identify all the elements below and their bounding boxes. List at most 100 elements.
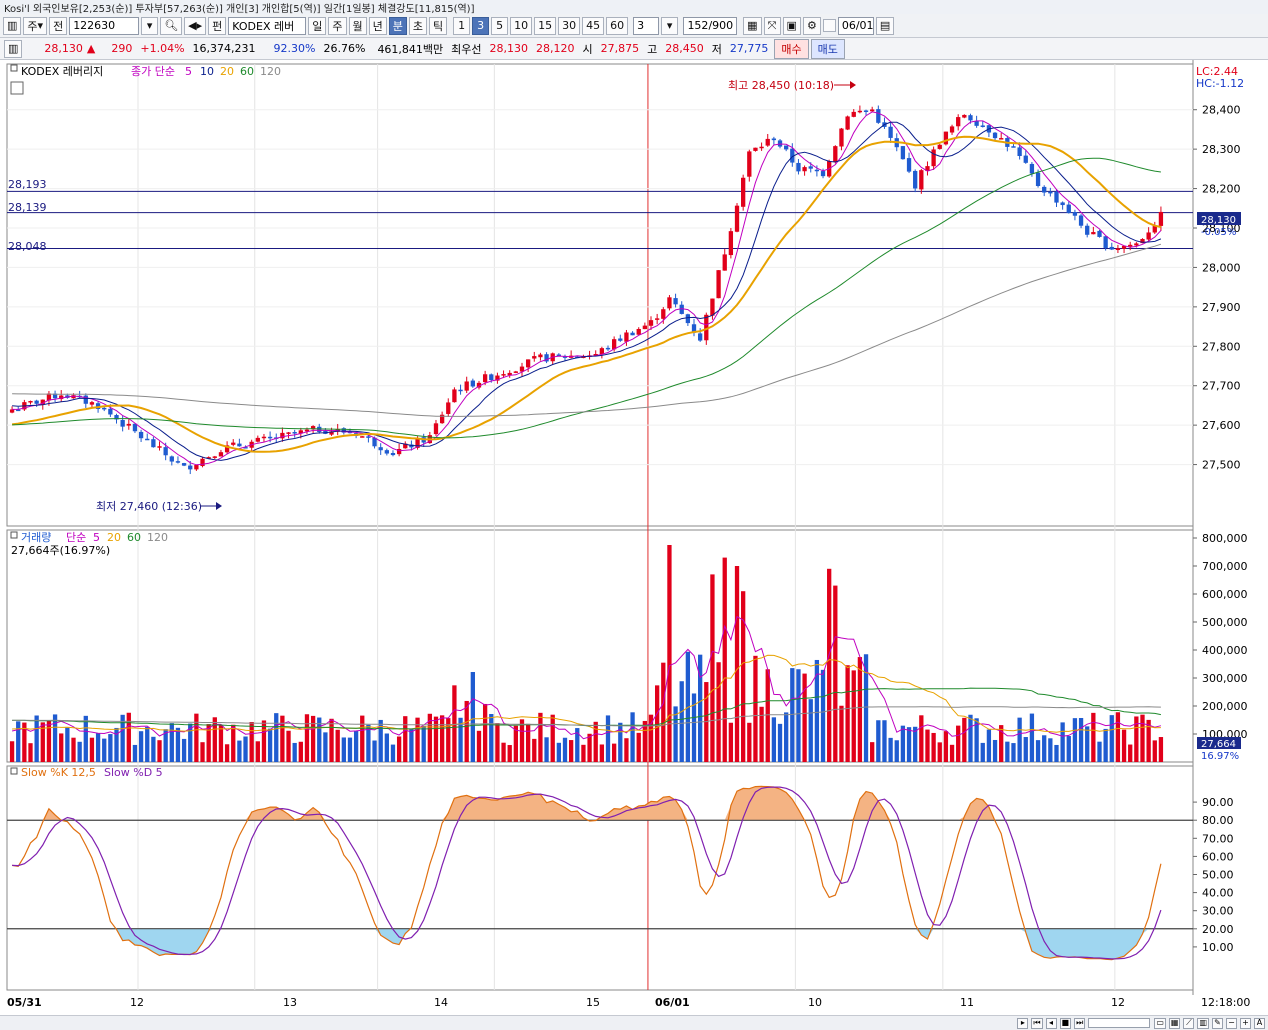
candle: [138, 431, 144, 439]
candle: [304, 429, 310, 432]
interval-button-1[interactable]: 1: [453, 16, 471, 35]
interval-dropdown-icon[interactable]: ▾: [661, 16, 679, 35]
volume-bar: [882, 720, 887, 762]
table-toggle-icon[interactable]: [10, 81, 24, 95]
candle: [863, 110, 869, 112]
volume-bar: [77, 741, 82, 762]
volume-bar: [550, 714, 555, 762]
buy-button[interactable]: 매수: [774, 38, 809, 59]
candle: [464, 381, 469, 391]
volume-tick-label: 500,000: [1202, 616, 1248, 629]
volume-bar: [175, 727, 181, 762]
chart-area[interactable]: 27,500 27,600 27,700 27,800 27,900 28,000 28,1…: [0, 60, 1268, 1015]
chart-menu-icon[interactable]: ▥: [3, 16, 22, 35]
timeframe-button-1[interactable]: 주: [328, 16, 347, 35]
zoom-in-icon[interactable]: +: [1240, 1017, 1251, 1029]
quote-menu-icon[interactable]: ▥: [4, 39, 23, 58]
line-tool-icon[interactable]: ⟋: [1183, 1017, 1195, 1029]
period-select[interactable]: 주 ▾: [23, 16, 48, 35]
hline-label-2: 28,139: [8, 201, 47, 214]
gear-icon[interactable]: ⚙: [802, 16, 821, 35]
volume-bar: [1005, 741, 1010, 762]
volume-bar: [827, 568, 832, 762]
price-tick-label: 27,700: [1202, 380, 1241, 393]
code-input[interactable]: 122630: [69, 16, 140, 35]
grid-settings-icon[interactable]: ▦: [743, 16, 762, 35]
chart-type-icon[interactable]: ▥: [1197, 1017, 1209, 1029]
candle: [820, 171, 826, 177]
drawing-icon[interactable]: ✎: [1212, 1017, 1223, 1029]
volume-bar: [587, 733, 592, 762]
volume-bar: [710, 574, 715, 762]
volume-bar: [126, 712, 131, 762]
candle: [452, 389, 457, 403]
zoom-select-icon[interactable]: ▦: [1168, 1017, 1181, 1029]
volume-bar: [648, 714, 654, 762]
scroll-right-icon[interactable]: ▸: [1017, 1017, 1029, 1029]
candle: [790, 148, 795, 163]
calendar-icon[interactable]: ▤: [875, 16, 895, 35]
interval-button-5[interactable]: 5: [491, 16, 509, 35]
candle: [83, 395, 88, 404]
scroll-slider[interactable]: [1088, 1018, 1151, 1028]
candle: [292, 432, 297, 434]
volume-bar: [845, 665, 850, 762]
count-input[interactable]: 152/900: [683, 16, 738, 35]
timeframe-button-0[interactable]: 일: [308, 16, 327, 35]
candle: [482, 374, 488, 383]
volume-bar: [151, 736, 156, 762]
stoch-tick-label: 90.00: [1202, 796, 1234, 809]
candle: [698, 333, 703, 341]
search-icon[interactable]: 🔍︎: [160, 16, 183, 35]
scroll-first-icon[interactable]: ⏮: [1031, 1017, 1043, 1029]
scroll-end-icon[interactable]: ⏭: [1074, 1017, 1086, 1029]
interval-button-3[interactable]: 3: [472, 16, 490, 35]
volume-bar: [212, 717, 217, 762]
candle: [396, 449, 402, 455]
save-icon[interactable]: ▣: [782, 16, 801, 35]
candle: [218, 452, 224, 457]
interval-button-60[interactable]: 60: [606, 16, 629, 35]
timeframe-button-6[interactable]: 틱: [429, 16, 448, 35]
interval-button-30[interactable]: 30: [558, 16, 581, 35]
candle: [679, 304, 684, 314]
volume-bar: [310, 715, 316, 762]
scroll-back-icon[interactable]: ◂: [1045, 1017, 1057, 1029]
timeframe-button-2[interactable]: 월: [348, 16, 367, 35]
interval-button-45[interactable]: 45: [582, 16, 605, 35]
candle: [1029, 163, 1035, 174]
compare-icon[interactable]: ⤧: [763, 16, 781, 35]
volume-bar: [796, 669, 801, 762]
date-checkbox[interactable]: [822, 19, 836, 32]
timeframe-button-3[interactable]: 년: [368, 16, 387, 35]
candle: [519, 366, 525, 372]
font-size-icon[interactable]: A: [1254, 1017, 1265, 1029]
interval-button-10[interactable]: 10: [510, 16, 533, 35]
volume-bar: [132, 744, 138, 762]
interval-input[interactable]: 3: [633, 16, 660, 35]
volume-bar: [1048, 738, 1053, 762]
interval-button-15[interactable]: 15: [534, 16, 557, 35]
date-input[interactable]: 06/01: [837, 16, 874, 35]
volume-bar: [1011, 743, 1016, 762]
fund-icon[interactable]: 펀: [208, 16, 227, 35]
timeframe-button-4[interactable]: 분: [388, 16, 407, 35]
stop-icon[interactable]: ■: [1059, 1017, 1072, 1029]
candle: [556, 354, 562, 356]
candle: [237, 443, 242, 447]
volume-bar: [925, 729, 930, 762]
volume-bar: [679, 681, 684, 762]
timeframe-button-5[interactable]: 초: [408, 16, 428, 35]
candle: [59, 395, 64, 400]
zoom-out-icon[interactable]: −: [1226, 1017, 1237, 1029]
candle: [913, 170, 918, 189]
candle: [28, 401, 33, 403]
sell-button[interactable]: 매도: [810, 38, 845, 59]
stoch-oversold-area: [12, 928, 1161, 960]
sound-icon[interactable]: ◀▸: [184, 16, 207, 35]
price-tick-label: 28,300: [1202, 143, 1241, 156]
zoom-box-icon[interactable]: ▭: [1154, 1017, 1166, 1029]
code-dropdown-icon[interactable]: ▾: [141, 16, 159, 35]
all-button[interactable]: 전: [49, 16, 68, 35]
candle: [888, 126, 893, 138]
